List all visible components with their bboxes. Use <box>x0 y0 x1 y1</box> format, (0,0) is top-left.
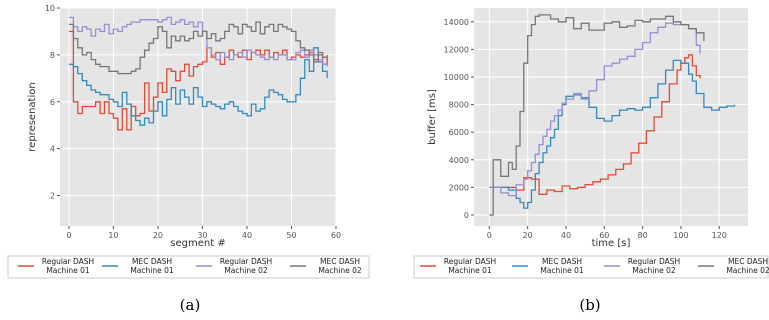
y-tick-label: 10000 <box>444 73 469 82</box>
x-tick-label: 80 <box>638 231 648 240</box>
x-tick-label: 30 <box>197 231 207 240</box>
y-tick-label: 2 <box>50 192 55 201</box>
ticks-b: 0 20 40 60 80 100 120 0 2000 4000 6000 8000 10000 120… <box>444 18 727 240</box>
legend-label: Machine 02 <box>224 266 268 275</box>
y-tick-label: 0 <box>464 211 469 220</box>
x-tick-label: 20 <box>153 231 163 240</box>
x-axis-label-a: segment # <box>170 238 225 249</box>
y-axis-label-b: buffer [ms] <box>427 89 438 145</box>
legend-label: Machine 02 <box>318 266 362 275</box>
legend-b <box>413 255 769 279</box>
x-axis-label-b: time [s] <box>592 238 631 249</box>
y-tick-label: 4 <box>50 145 55 154</box>
series-line-a-0 <box>68 30 328 131</box>
y-tick-label: 2000 <box>449 183 469 192</box>
x-tick-label: 100 <box>673 231 688 240</box>
legend-label: Regular DASH <box>444 257 496 266</box>
legend-label: Machine 01 <box>46 266 90 275</box>
legend-label: MEC DASH <box>132 257 172 266</box>
caption-a: (a) <box>180 296 201 314</box>
legend-a <box>7 255 370 279</box>
y-tick-label: 6000 <box>449 128 469 137</box>
legend-label: Machine 02 <box>726 266 769 275</box>
legend-label: Regular DASH <box>628 257 680 266</box>
series-line-b-2 <box>489 22 701 197</box>
chart-a: 0 10 20 30 40 50 60 2 4 6 8 10 segment # represenat… <box>7 4 370 314</box>
series-b <box>489 14 736 216</box>
x-tick-label: 10 <box>108 231 118 240</box>
caption-b: (b) <box>579 296 600 314</box>
series-line-a-3 <box>68 21 328 75</box>
y-tick-label: 8000 <box>449 101 469 110</box>
legend-label: MEC DASH <box>542 257 582 266</box>
y-tick-label: 10 <box>45 4 55 13</box>
x-tick-label: 40 <box>561 231 571 240</box>
x-tick-label: 120 <box>712 231 727 240</box>
x-tick-label: 0 <box>487 231 492 240</box>
y-tick-label: 8 <box>50 51 55 60</box>
series-line-a-1 <box>68 47 328 126</box>
legend-label: Machine 01 <box>540 266 584 275</box>
plot-area-b <box>474 8 748 226</box>
legend-label: Machine 01 <box>130 266 174 275</box>
y-tick-label: 4000 <box>449 156 469 165</box>
x-tick-label: 20 <box>523 231 533 240</box>
chart-b: 0 20 40 60 80 100 120 0 2000 4000 6000 8000 10000 120… <box>413 8 769 314</box>
x-tick-label: 60 <box>599 231 609 240</box>
legend-label: Regular DASH <box>220 257 272 266</box>
x-tick-label: 60 <box>331 231 341 240</box>
series-line-a-2 <box>68 16 328 67</box>
y-axis-label-a: represenation <box>27 82 38 151</box>
series-a <box>68 16 328 131</box>
plot-area-a <box>60 8 336 226</box>
series-line-b-1 <box>489 59 736 209</box>
legend-label: Machine 01 <box>448 266 492 275</box>
x-tick-label: 50 <box>286 231 296 240</box>
legend-label: Machine 02 <box>632 266 676 275</box>
x-tick-label: 0 <box>66 231 71 240</box>
x-tick-label: 40 <box>242 231 252 240</box>
series-line-b-3 <box>489 14 705 216</box>
y-tick-label: 14000 <box>444 18 469 27</box>
ticks-a: 0 10 20 30 40 50 60 2 4 6 8 10 <box>45 4 341 240</box>
y-tick-label: 12000 <box>444 45 469 54</box>
legend-label: MEC DASH <box>320 257 360 266</box>
legend-label: Regular DASH <box>42 257 94 266</box>
y-tick-label: 6 <box>50 98 55 107</box>
legend-label: MEC DASH <box>728 257 768 266</box>
